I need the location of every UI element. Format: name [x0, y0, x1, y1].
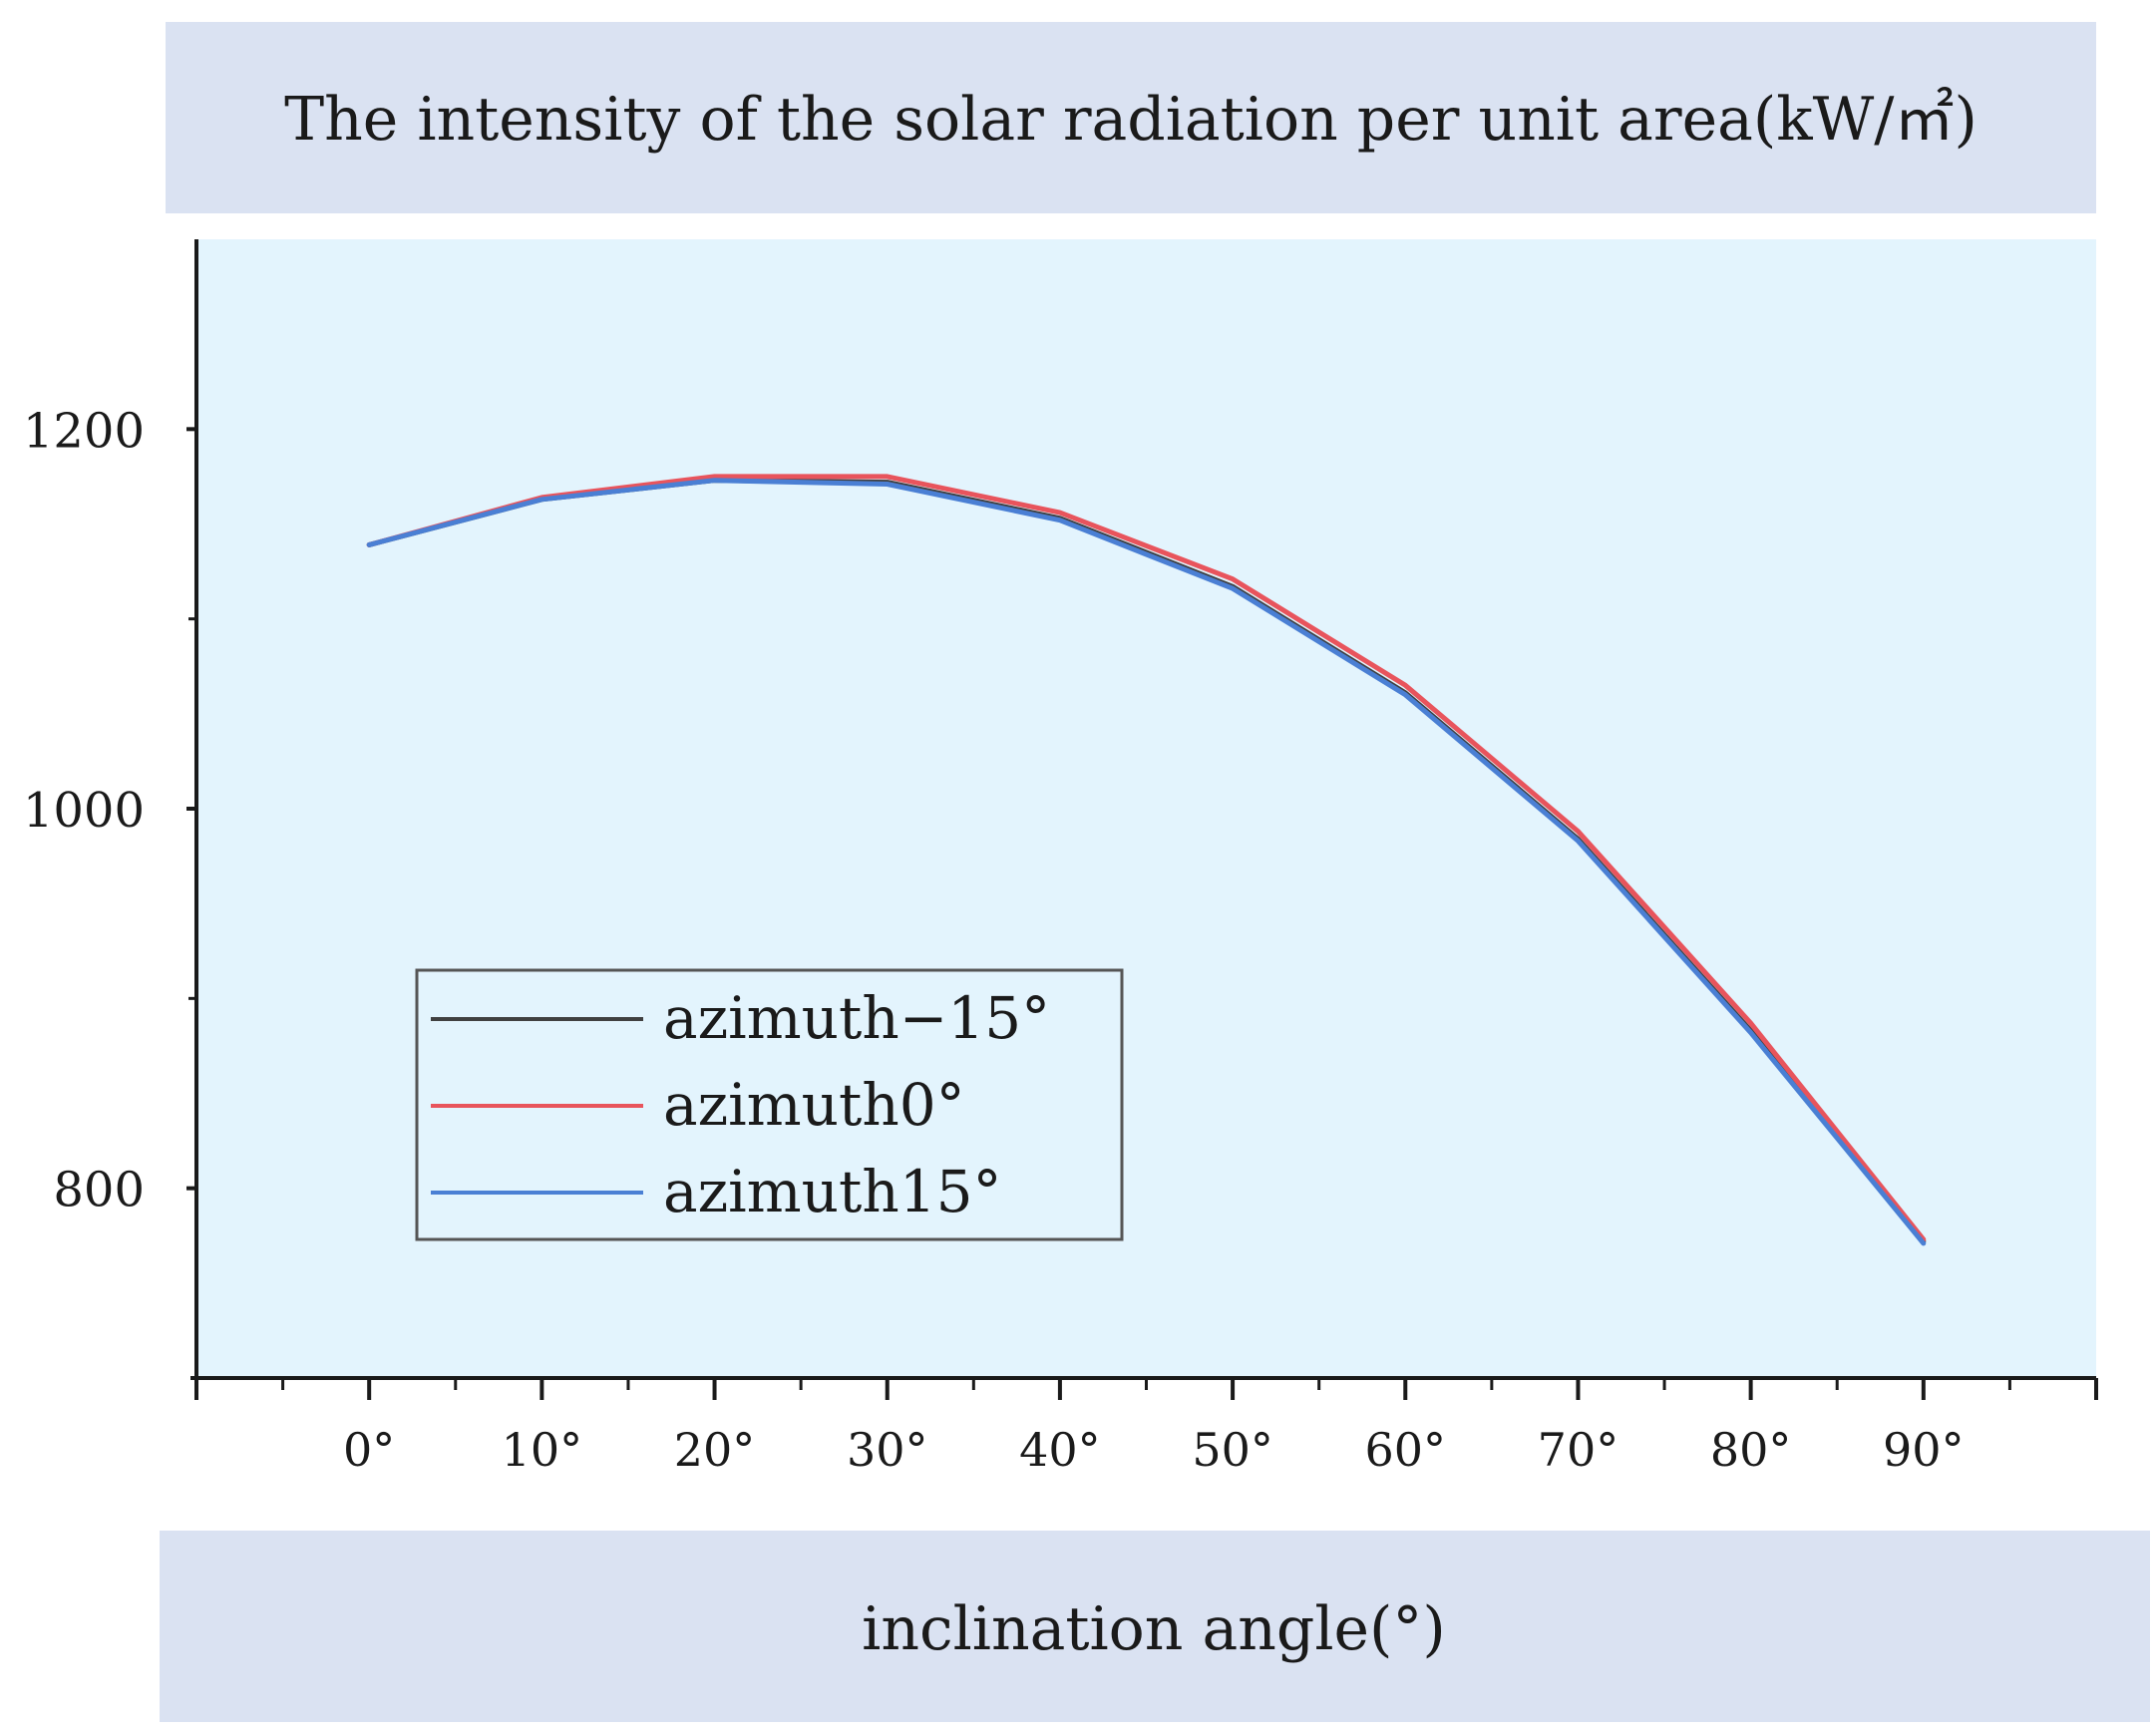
x-tick-label: 70° — [1538, 1423, 1619, 1477]
series-line-1 — [366, 474, 1927, 1242]
chart-title: The intensity of the solar radiation per… — [284, 85, 1977, 155]
x-tick-label: 60° — [1364, 1423, 1446, 1477]
x-tick-label: 40° — [1019, 1423, 1101, 1477]
x-ticks: 0° 10° 20° 30° 40° 50° 60° 70° 80° 90° — [194, 1378, 2098, 1477]
legend-label-azimuth-0: azimuth0° — [663, 1071, 965, 1139]
y-tick-label: 1200 — [23, 403, 145, 459]
x-tick-label: 90° — [1883, 1423, 1965, 1477]
legend: azimuth−15° azimuth0° azimuth15° — [415, 968, 1124, 1241]
y-tick-label: 1000 — [23, 783, 145, 839]
y-tick-label: 800 — [53, 1163, 145, 1218]
legend-label-azimuth-minus-15: azimuth−15° — [663, 984, 1050, 1052]
plot-area — [196, 239, 2096, 1378]
x-axis-label-banner — [160, 1531, 2150, 1722]
legend-box — [415, 968, 1124, 1241]
legend-label-azimuth-15: azimuth15° — [663, 1158, 1002, 1225]
x-tick-label: 30° — [847, 1423, 928, 1477]
series-line-2 — [366, 478, 1927, 1246]
y-ticks: 800 1000 1200 — [23, 403, 196, 1218]
series-lines — [366, 474, 1927, 1246]
title-banner — [166, 22, 2096, 213]
x-tick-label: 10° — [502, 1423, 583, 1477]
x-tick-label: 50° — [1192, 1423, 1273, 1477]
x-tick-label: 20° — [674, 1423, 756, 1477]
x-tick-label: 0° — [343, 1423, 395, 1477]
x-tick-label: 80° — [1710, 1423, 1792, 1477]
x-axis-label: inclination angle(°) — [862, 1594, 1446, 1664]
